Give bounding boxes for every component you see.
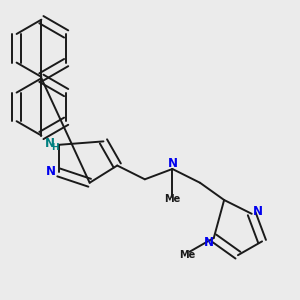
Text: Me: Me [164, 194, 181, 204]
Text: N: N [46, 164, 56, 178]
Text: N: N [45, 136, 55, 150]
Text: Me: Me [179, 250, 195, 260]
Text: N: N [253, 205, 263, 218]
Text: H: H [51, 143, 59, 152]
Text: N: N [204, 236, 214, 249]
Text: N: N [167, 157, 177, 169]
